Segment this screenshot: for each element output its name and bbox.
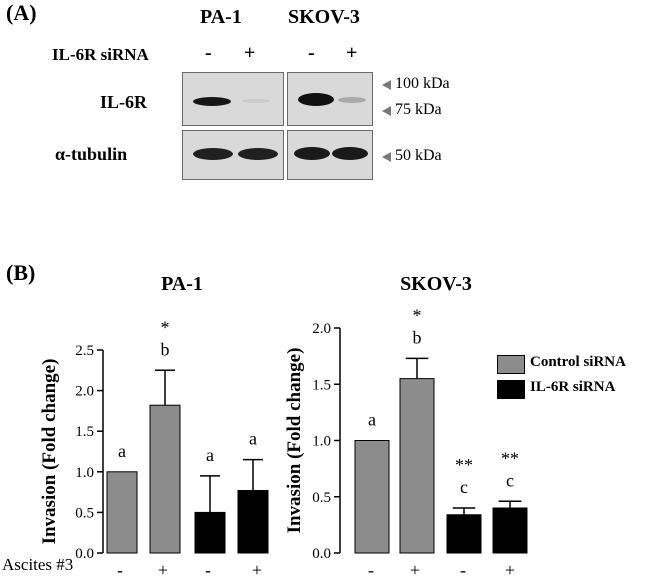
treatment-label: IL-6R siRNA (52, 45, 149, 64)
marker-50kda: 50 kDa (395, 147, 442, 164)
marker-75kda: 75 kDa (395, 101, 442, 118)
y-axis-label: Invasion (Fold change) (39, 359, 60, 545)
treatment-sign: + (346, 42, 358, 64)
treatment-sign: - (205, 42, 212, 64)
significance-letter: a (118, 441, 126, 461)
cell-line-pa1-title: PA-1 (200, 6, 242, 28)
bar (237, 489, 269, 554)
y-tick-label: 2.0 (312, 321, 331, 337)
marker-arrow-icon (382, 80, 391, 90)
bar (446, 514, 482, 554)
bar (194, 511, 226, 554)
bar (492, 507, 528, 554)
significance-stars: * (161, 317, 170, 337)
y-tick-label: 1.5 (75, 424, 94, 440)
panel-b-label: (B) (6, 260, 36, 285)
legend-label-il6r: IL-6R siRNA (530, 379, 616, 395)
blot-skov3-il6r (287, 72, 373, 126)
x-category-label: + (410, 560, 420, 578)
legend-label-control: Control siRNA (530, 354, 626, 370)
blot-pa1-il6r (182, 72, 284, 126)
x-category-label: + (252, 560, 262, 578)
significance-letter: b (413, 327, 422, 347)
marker-arrow-icon (382, 152, 391, 162)
y-tick-label: 2.5 (75, 343, 94, 359)
significance-letter: c (460, 477, 468, 497)
y-tick-label: 0.0 (312, 546, 331, 562)
x-axis-label: Ascites #3 (2, 555, 74, 574)
bar (106, 471, 138, 554)
y-tick-label: 1.0 (75, 465, 94, 481)
legend-swatch-control (497, 355, 525, 374)
bar (149, 404, 181, 554)
significance-letter: a (368, 410, 376, 430)
blot-row-label-il6r: IL-6R (100, 92, 148, 112)
y-tick-label: 0.0 (75, 546, 94, 562)
x-category-label: + (505, 560, 515, 578)
bar (354, 440, 390, 554)
y-tick-label: 1.5 (312, 377, 331, 393)
significance-stars: ** (501, 448, 519, 468)
marker-arrow-icon (382, 106, 391, 116)
legend-swatch-il6r (497, 380, 525, 399)
y-axis-label: Invasion (Fold change) (284, 348, 305, 534)
x-category-label: + (158, 560, 168, 578)
y-tick-label: 0.5 (75, 505, 94, 521)
chart-title: SKOV-3 (400, 273, 472, 295)
treatment-sign: - (308, 42, 315, 64)
significance-letter: a (249, 429, 257, 449)
bar (399, 378, 435, 554)
significance-stars: * (413, 305, 422, 325)
blot-skov3-tubulin (287, 130, 373, 180)
significance-letter: a (206, 445, 214, 465)
y-tick-label: 2.0 (75, 384, 94, 400)
significance-letter: c (506, 470, 514, 490)
x-category-label: - (205, 560, 211, 578)
x-category-label: - (460, 560, 466, 578)
cell-line-skov3-title: SKOV-3 (288, 6, 360, 28)
x-category-label: - (117, 560, 123, 578)
blot-row-label-tubulin: α-tubulin (55, 144, 128, 164)
panel-a-label: (A) (6, 0, 37, 25)
chart-title: PA-1 (161, 273, 203, 295)
blot-pa1-tubulin (182, 130, 284, 180)
y-tick-label: 1.0 (312, 434, 331, 450)
x-category-label: - (368, 560, 374, 578)
y-tick-label: 0.5 (312, 490, 331, 506)
significance-stars: ** (455, 455, 473, 475)
treatment-sign: + (244, 42, 256, 64)
marker-100kda: 100 kDa (395, 75, 450, 92)
significance-letter: b (161, 339, 170, 359)
